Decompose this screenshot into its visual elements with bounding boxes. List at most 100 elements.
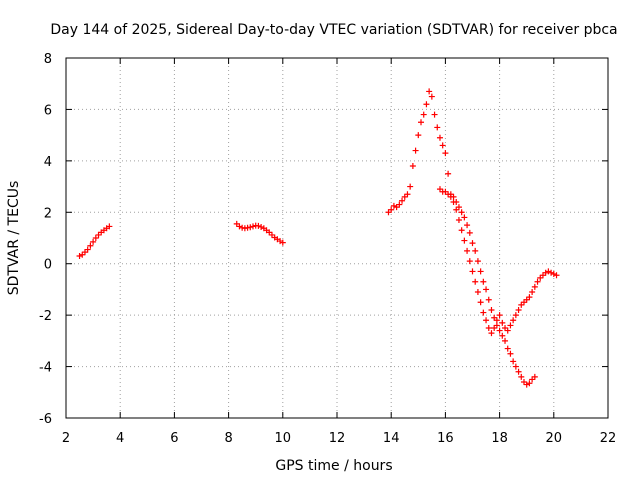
data-point-marker xyxy=(496,312,503,319)
data-point-marker xyxy=(485,325,492,331)
x-tick-label: 12 xyxy=(329,431,346,446)
x-tick-label: 14 xyxy=(383,431,400,446)
plot-frame xyxy=(65,57,609,419)
data-point-marker xyxy=(439,142,446,149)
x-tick-label: 4 xyxy=(116,431,124,446)
y-tick-labels: -6 -4 -2 0 2 4 6 8 xyxy=(39,52,52,427)
data-point-marker xyxy=(247,224,254,231)
data-point-marker xyxy=(258,223,265,230)
data-point-marker xyxy=(255,222,262,229)
data-point-marker xyxy=(488,307,495,313)
x-tick-label: 18 xyxy=(491,431,508,446)
series-segment-2 xyxy=(233,220,286,246)
data-point-marker xyxy=(76,253,83,259)
data-point-marker xyxy=(483,317,490,324)
data-point-marker xyxy=(388,206,395,213)
data-point-marker xyxy=(510,317,517,324)
y-tick-label: 4 xyxy=(44,155,52,170)
data-point-marker xyxy=(236,223,243,230)
data-point-marker xyxy=(249,223,256,230)
x-tick-label: 16 xyxy=(437,431,454,446)
data-point-marker xyxy=(445,170,452,177)
data-point-marker xyxy=(483,286,490,293)
series-segment-4 xyxy=(436,186,560,337)
data-point-marker xyxy=(474,289,481,295)
data-series xyxy=(76,88,560,388)
data-point-marker xyxy=(466,229,473,236)
data-point-marker xyxy=(409,163,416,169)
data-point-marker xyxy=(404,191,411,198)
data-point-marker xyxy=(84,246,91,253)
data-point-marker xyxy=(515,307,522,313)
data-point-marker xyxy=(464,222,471,229)
data-point-marker xyxy=(458,209,465,216)
data-point-marker xyxy=(407,183,414,190)
data-point-marker xyxy=(553,272,560,279)
data-point-marker xyxy=(499,319,506,326)
data-point-marker xyxy=(428,93,435,100)
data-point-marker xyxy=(469,240,476,247)
data-point-marker xyxy=(453,206,460,213)
y-tick-label: 0 xyxy=(44,258,52,273)
data-point-marker xyxy=(442,150,449,157)
data-point-marker xyxy=(436,134,443,141)
y-tick-label: 8 xyxy=(44,52,52,67)
data-point-marker xyxy=(477,268,484,275)
data-point-marker xyxy=(461,237,468,244)
data-point-marker xyxy=(450,199,457,205)
data-point-marker xyxy=(518,373,525,380)
data-point-marker xyxy=(485,296,492,303)
data-point-marker xyxy=(474,258,481,265)
data-point-marker xyxy=(90,238,97,245)
data-point-marker xyxy=(87,242,94,249)
data-point-marker xyxy=(415,132,422,139)
data-point-marker xyxy=(472,278,479,285)
data-point-marker xyxy=(464,247,471,254)
data-point-marker xyxy=(510,358,517,365)
x-tick-label: 6 xyxy=(170,431,178,446)
data-point-marker xyxy=(491,325,498,331)
chart-title: Day 144 of 2025, Sidereal Day-to-day VTE… xyxy=(50,22,617,38)
x-tick-labels: 2 4 6 8 10 12 14 16 18 20 22 xyxy=(62,431,616,446)
data-point-marker xyxy=(496,327,503,334)
data-point-marker xyxy=(447,193,454,200)
data-point-marker xyxy=(106,223,113,230)
data-point-marker xyxy=(507,350,514,357)
x-tick-label: 2 xyxy=(62,431,70,446)
data-point-marker xyxy=(512,363,519,370)
data-point-marker xyxy=(488,330,495,337)
data-point-marker xyxy=(455,217,462,223)
y-tick-label: -2 xyxy=(39,309,52,324)
y-tick-label: -6 xyxy=(39,412,52,427)
data-point-marker xyxy=(512,312,519,319)
data-point-marker xyxy=(493,317,500,324)
data-point-marker xyxy=(531,283,538,290)
data-point-marker xyxy=(461,214,468,221)
data-point-marker xyxy=(418,119,425,126)
data-point-marker xyxy=(466,258,473,265)
data-point-marker xyxy=(526,380,533,387)
data-point-marker xyxy=(92,235,99,241)
x-tick-label: 22 xyxy=(600,431,617,446)
data-point-marker xyxy=(529,289,536,295)
data-point-marker xyxy=(469,268,476,275)
data-point-marker xyxy=(502,337,509,344)
data-point-marker xyxy=(434,124,441,131)
data-point-marker xyxy=(420,111,427,118)
data-point-marker xyxy=(515,368,522,375)
data-point-marker xyxy=(412,147,419,154)
grid xyxy=(66,58,608,418)
data-point-marker xyxy=(545,268,552,275)
data-point-marker xyxy=(390,202,397,209)
data-point-marker xyxy=(472,247,479,254)
data-point-marker xyxy=(523,381,530,388)
data-point-marker xyxy=(480,278,487,285)
data-point-marker xyxy=(477,299,484,306)
data-point-marker xyxy=(426,88,433,95)
data-point-marker xyxy=(423,101,430,108)
data-point-marker xyxy=(504,327,511,334)
data-point-marker xyxy=(480,309,487,316)
y-axis-label: SDTVAR / TECUs xyxy=(6,181,22,296)
